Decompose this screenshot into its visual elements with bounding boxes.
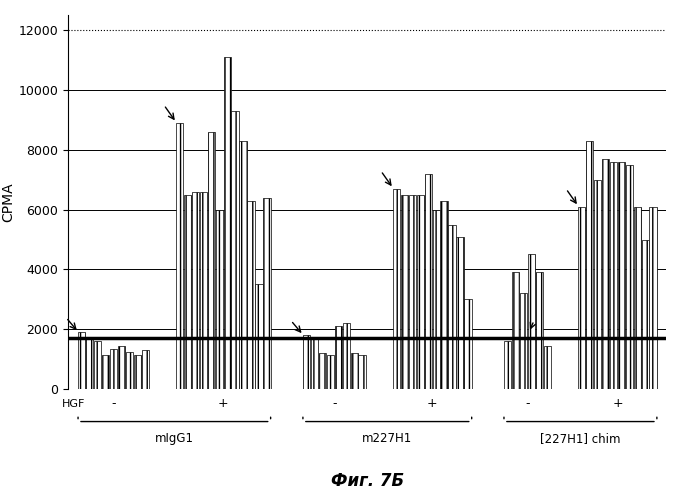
Bar	[626, 165, 633, 389]
Text: [227H1] chim: [227H1] chim	[540, 432, 621, 445]
Bar	[602, 159, 609, 389]
Bar	[358, 355, 366, 389]
Bar	[200, 192, 207, 389]
Bar	[184, 195, 191, 389]
Bar	[126, 352, 133, 389]
Bar	[594, 180, 601, 389]
Text: m227H1: m227H1	[362, 432, 413, 445]
Bar	[424, 174, 432, 389]
Bar	[520, 293, 527, 389]
Bar	[311, 337, 318, 389]
Text: -: -	[332, 397, 337, 410]
Bar	[528, 254, 535, 389]
Bar	[441, 201, 448, 389]
Bar	[417, 195, 424, 389]
Text: +: +	[612, 397, 623, 410]
Bar	[86, 338, 93, 389]
Bar	[133, 355, 141, 389]
Bar	[586, 141, 594, 389]
Text: -: -	[525, 397, 530, 410]
Bar	[94, 341, 101, 389]
Bar	[224, 57, 231, 389]
Bar	[239, 141, 247, 389]
Bar	[231, 111, 239, 389]
Bar	[543, 346, 551, 389]
Bar	[610, 162, 617, 389]
Bar	[634, 207, 641, 389]
Bar	[141, 350, 149, 389]
Bar	[578, 207, 585, 389]
Text: -: -	[112, 397, 116, 410]
Bar	[207, 132, 215, 389]
Bar	[255, 284, 262, 389]
Bar	[78, 332, 86, 389]
Bar	[303, 335, 310, 389]
Bar	[456, 237, 464, 389]
Bar	[617, 162, 625, 389]
Text: mIgG1: mIgG1	[155, 432, 194, 445]
Bar	[109, 349, 117, 389]
Bar	[393, 189, 401, 389]
Bar	[641, 240, 649, 389]
Text: Фиг. 7Б: Фиг. 7Б	[330, 472, 404, 490]
Bar	[464, 299, 472, 389]
Bar	[504, 341, 511, 389]
Bar	[216, 210, 223, 389]
Bar	[401, 195, 408, 389]
Bar	[536, 272, 543, 389]
Bar	[409, 195, 416, 389]
Bar	[350, 353, 358, 389]
Text: +: +	[427, 397, 438, 410]
Bar	[248, 201, 255, 389]
Bar	[335, 326, 342, 389]
Bar	[649, 207, 657, 389]
Bar	[118, 346, 125, 389]
Bar	[263, 198, 271, 389]
Text: HGF: HGF	[62, 399, 86, 409]
Bar	[176, 123, 184, 389]
Bar	[448, 225, 456, 389]
Text: +: +	[218, 397, 228, 410]
Bar	[326, 355, 334, 389]
Bar	[192, 192, 199, 389]
Bar	[432, 210, 440, 389]
Bar	[512, 272, 520, 389]
Y-axis label: CPMA: CPMA	[1, 182, 16, 222]
Bar	[102, 355, 109, 389]
Bar	[343, 323, 350, 389]
Bar	[319, 353, 326, 389]
